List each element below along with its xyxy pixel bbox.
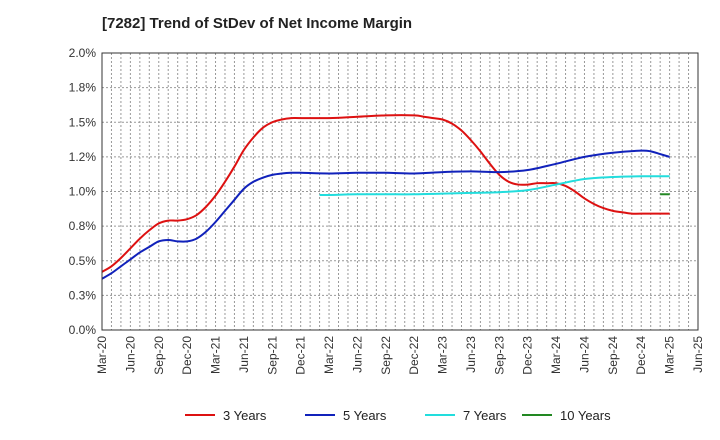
x-tick-label: Jun-24: [577, 336, 591, 373]
y-tick-label: 0.8%: [69, 219, 97, 233]
x-tick-label: Sep-22: [379, 336, 393, 375]
x-tick-label: Jun-22: [350, 336, 364, 373]
y-tick-label: 0.3%: [69, 288, 97, 302]
legend-label: 5 Years: [343, 408, 387, 423]
x-tick-label: Mar-20: [95, 336, 109, 374]
y-tick-label: 1.0%: [69, 185, 97, 199]
x-axis-tick-labels: Mar-20 Jun-20 Sep-20 Dec-20 Mar-21 Jun-21 Sep-…: [95, 336, 705, 375]
x-tick-label: Mar-24: [549, 336, 563, 374]
x-tick-label: Sep-24: [606, 336, 620, 375]
x-tick-label: Jun-21: [237, 336, 251, 373]
x-tick-label: Dec-20: [180, 336, 194, 375]
y-axis-tick-labels: 0.0% 0.3% 0.5% 0.8% 1.0% 1.2% 1.5% 1.8% 2.0%: [69, 46, 97, 337]
y-tick-label: 0.5%: [69, 254, 97, 268]
gridlines: [102, 53, 698, 330]
x-tick-label: Dec-23: [521, 336, 535, 375]
x-tick-label: Mar-25: [663, 336, 677, 374]
y-tick-label: 0.0%: [69, 323, 97, 337]
legend-label: 10 Years: [560, 408, 611, 423]
x-tick-label: Sep-23: [492, 336, 506, 375]
chart-title: [7282] Trend of StDev of Net Income Marg…: [102, 15, 413, 32]
series-line-3-years: [101, 114, 670, 273]
x-tick-label: Dec-22: [407, 336, 421, 375]
x-tick-label: Mar-22: [322, 336, 336, 374]
y-tick-label: 1.2%: [69, 150, 97, 164]
x-tick-label: Dec-21: [294, 336, 308, 375]
x-tick-label: Sep-21: [265, 336, 279, 375]
legend-label: 3 Years: [223, 408, 267, 423]
series-line-7-years: [319, 175, 670, 197]
series-lines: [101, 114, 670, 280]
x-tick-label: Dec-24: [634, 336, 648, 375]
y-tick-label: 2.0%: [69, 46, 97, 60]
legend: 3 Years 5 Years 7 Years 10 Years: [185, 408, 611, 423]
legend-label: 7 Years: [463, 408, 507, 423]
x-tick-label: Jun-23: [464, 336, 478, 373]
x-tick-label: Jun-20: [123, 336, 137, 373]
x-tick-label: Mar-23: [436, 336, 450, 374]
series-line-5-years: [101, 149, 670, 280]
y-tick-label: 1.8%: [69, 81, 97, 95]
x-tick-label: Mar-21: [209, 336, 223, 374]
y-tick-label: 1.5%: [69, 115, 97, 129]
x-tick-label: Sep-20: [152, 336, 166, 375]
plot-area-border: [101, 52, 699, 331]
x-tick-label: Jun-25: [691, 336, 705, 373]
